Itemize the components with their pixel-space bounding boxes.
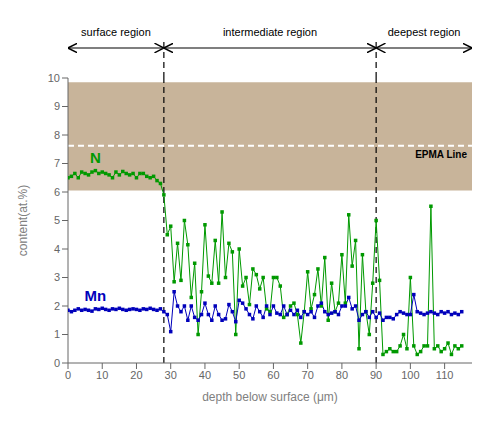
svg-text:deepest region: deepest region <box>388 26 461 38</box>
svg-text:0: 0 <box>65 369 71 381</box>
svg-text:6: 6 <box>54 186 60 198</box>
svg-text:90: 90 <box>370 369 382 381</box>
svg-text:60: 60 <box>267 369 279 381</box>
svg-text:intermediate region: intermediate region <box>223 26 317 38</box>
svg-text:10: 10 <box>96 369 108 381</box>
svg-text:1: 1 <box>54 328 60 340</box>
svg-text:10: 10 <box>48 72 60 84</box>
svg-text:8: 8 <box>54 129 60 141</box>
svg-text:depth below surface (μm): depth below surface (μm) <box>202 390 338 404</box>
svg-text:N: N <box>90 149 101 166</box>
svg-text:0: 0 <box>54 357 60 369</box>
svg-text:surface region: surface region <box>81 26 151 38</box>
svg-text:EPMA Line: EPMA Line <box>415 149 467 160</box>
svg-text:Mn: Mn <box>85 287 107 304</box>
svg-text:100: 100 <box>401 369 419 381</box>
svg-text:9: 9 <box>54 100 60 112</box>
svg-text:40: 40 <box>199 369 211 381</box>
svg-text:30: 30 <box>165 369 177 381</box>
svg-text:3: 3 <box>54 271 60 283</box>
svg-text:2: 2 <box>54 300 60 312</box>
svg-text:70: 70 <box>302 369 314 381</box>
svg-text:80: 80 <box>336 369 348 381</box>
svg-text:50: 50 <box>233 369 245 381</box>
svg-text:4: 4 <box>54 243 60 255</box>
svg-text:5: 5 <box>54 214 60 226</box>
svg-text:content(at.%): content(at.%) <box>16 185 30 256</box>
svg-text:7: 7 <box>54 157 60 169</box>
svg-text:20: 20 <box>130 369 142 381</box>
svg-text:110: 110 <box>436 369 454 381</box>
